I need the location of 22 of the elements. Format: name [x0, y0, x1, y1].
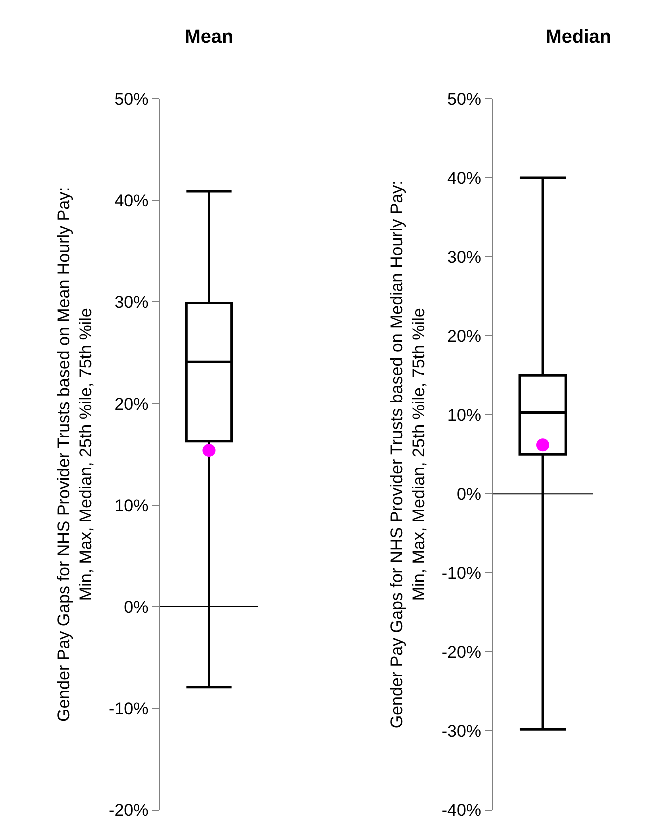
y-tick-label: 50% [114, 90, 149, 109]
y-tick-label: -10% [109, 700, 149, 719]
y-tick-label: 0% [456, 485, 482, 504]
y-tick-label: -20% [442, 643, 482, 662]
y-tick-label: 20% [114, 394, 149, 414]
y-tick-label: 40% [114, 192, 149, 211]
y-axis-title: Gender Pay Gaps for NHS Provider Trusts based on Median Hourly Pay: Min, Max, Median, 25th %ile, 75th %ile [387, 180, 428, 729]
y-tick-label: -30% [442, 722, 482, 742]
y-tick-label: 20% [448, 327, 482, 346]
y-tick-label: 10% [448, 406, 482, 426]
y-tick-label: -40% [442, 801, 482, 820]
chart-title: Mean [185, 27, 234, 48]
y-tick-label: 40% [448, 169, 482, 188]
y-tick-label: 10% [114, 496, 149, 516]
y-tick-label: 50% [448, 90, 482, 109]
y-axis-title: Gender Pay Gaps for NHS Provider Trusts based on Mean Hourly Pay: Min, Max, Median, 25th %ile, 75th %ile [54, 187, 96, 722]
y-tick-label: 0% [124, 598, 149, 617]
y-tick-label: 30% [448, 248, 482, 268]
y-tick-label: -10% [442, 564, 482, 584]
y-tick-label: 30% [114, 293, 149, 312]
chart-title: Median [546, 27, 612, 48]
y-tick-label: -20% [109, 801, 149, 820]
